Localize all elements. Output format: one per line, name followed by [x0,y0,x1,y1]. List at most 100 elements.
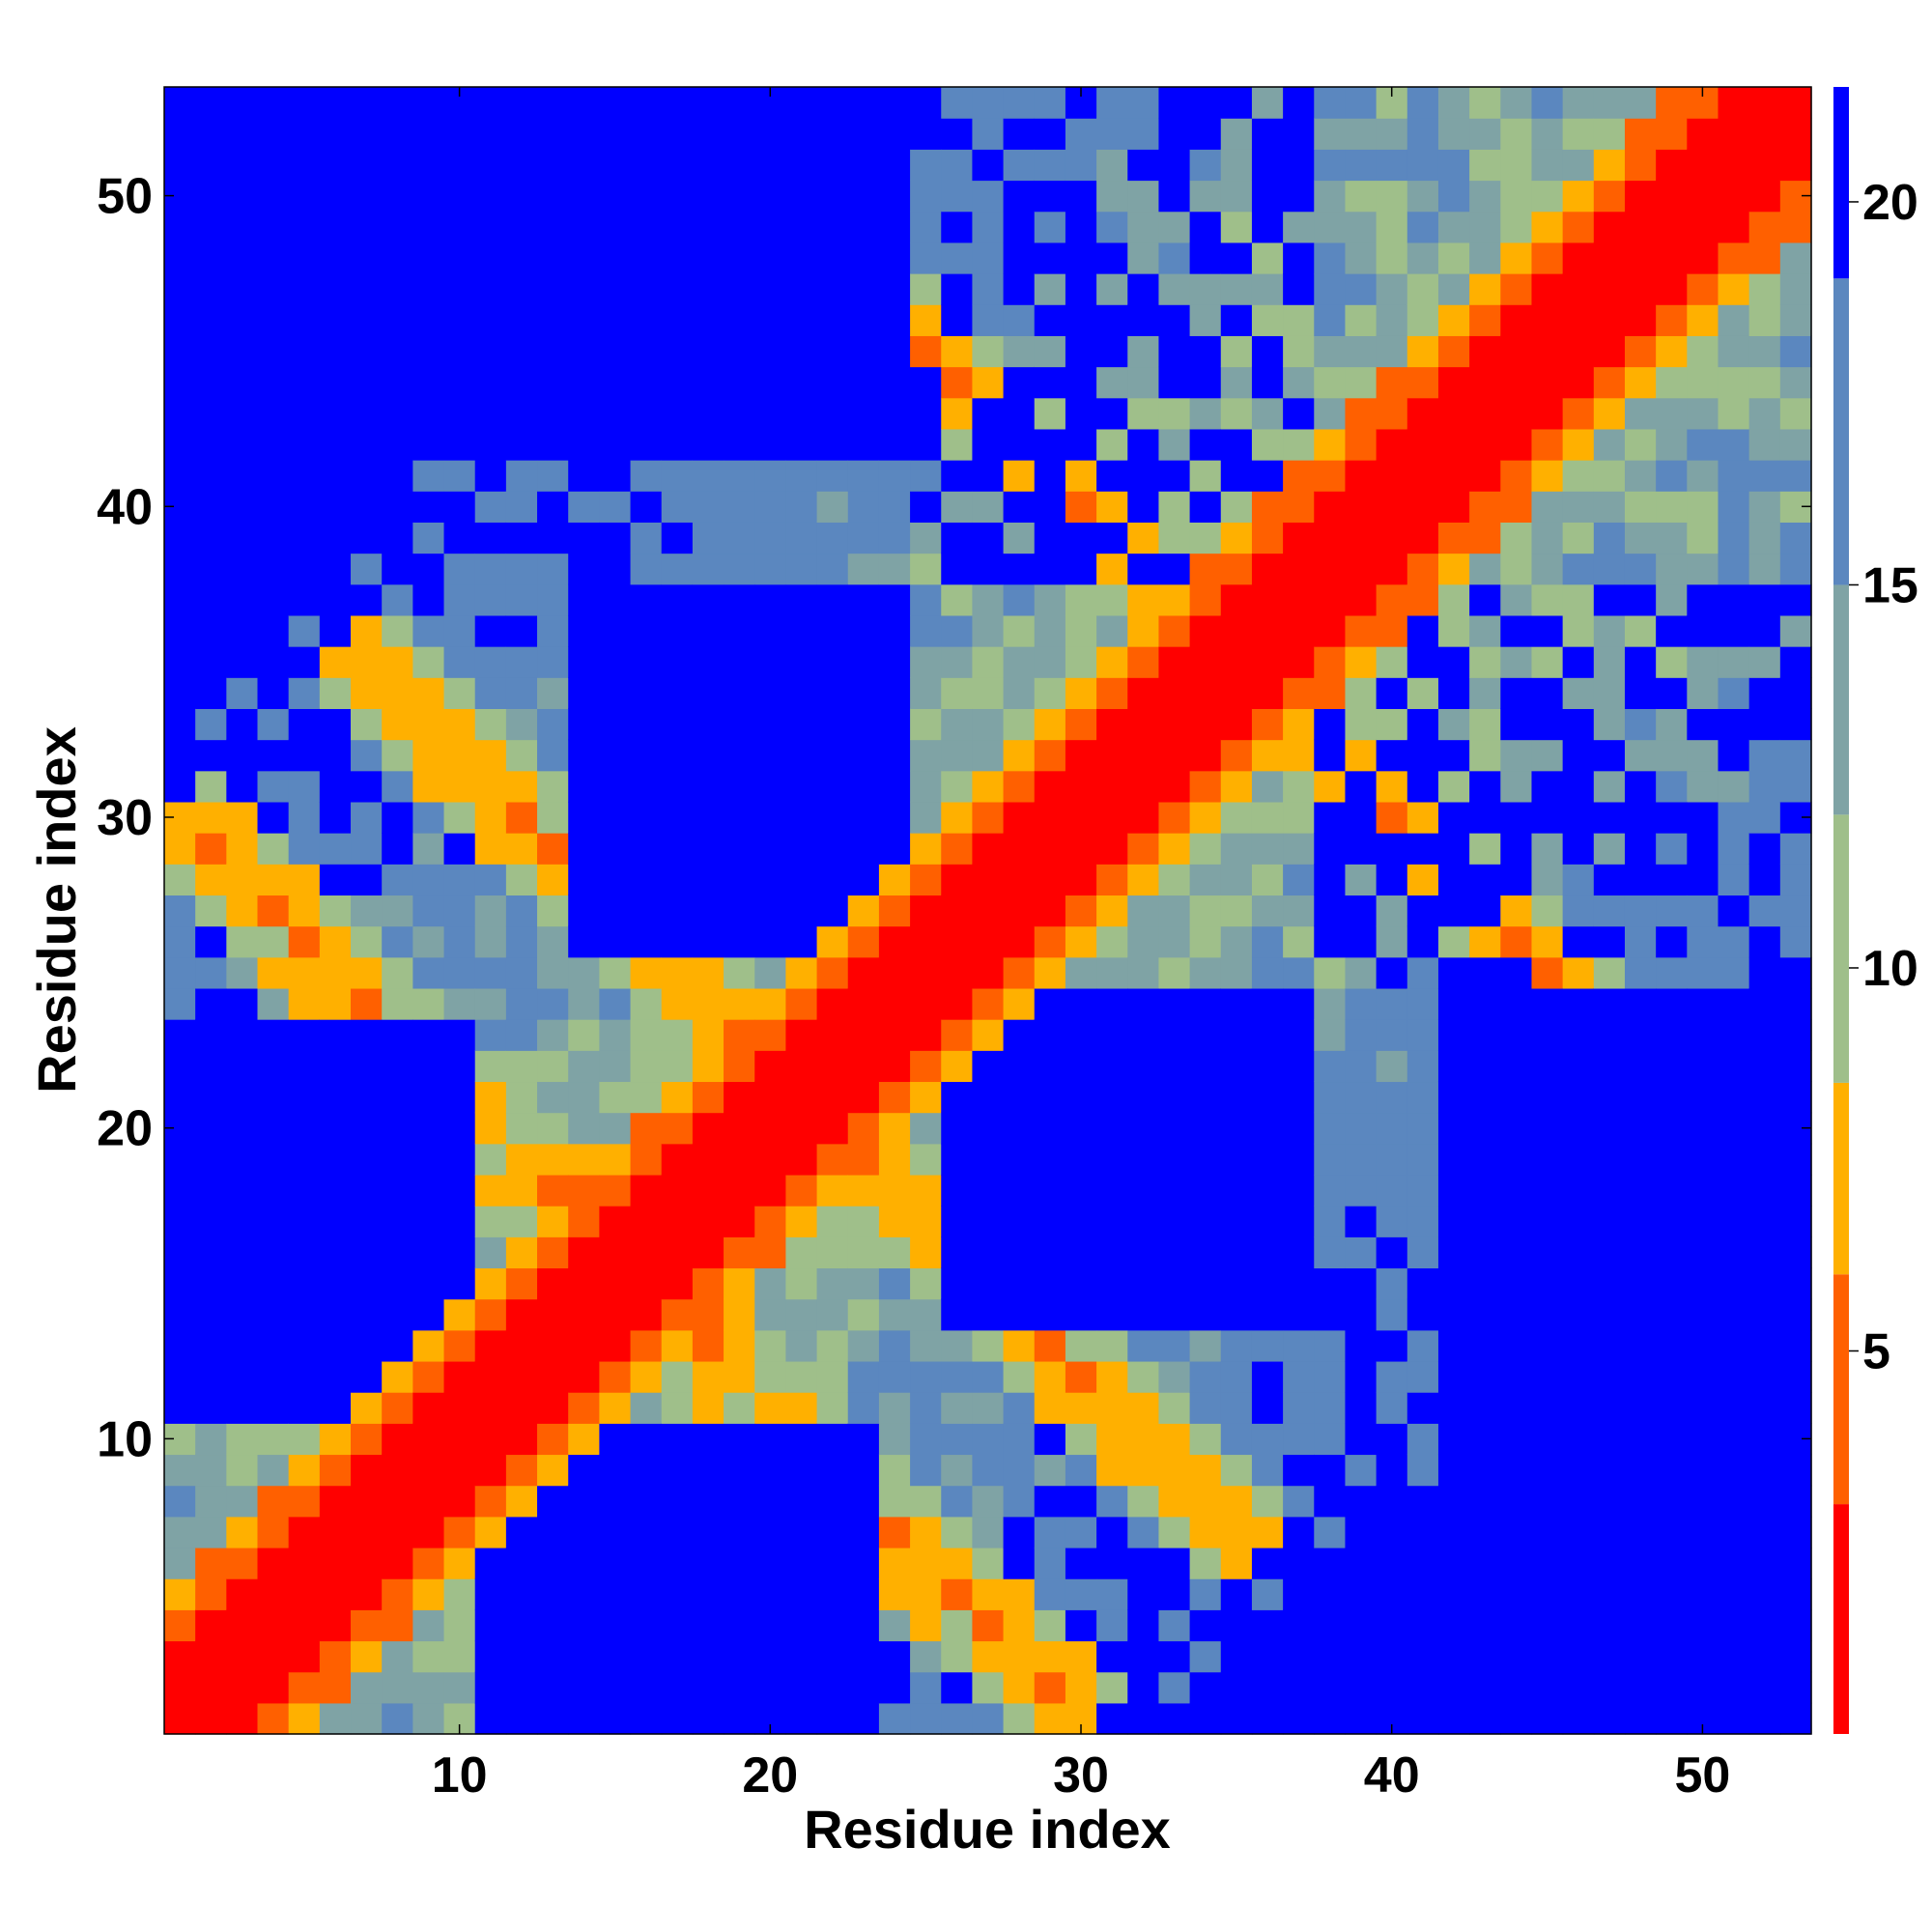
heatmap-cell [1283,1050,1315,1083]
heatmap-cell [1437,1702,1470,1735]
heatmap-cell [1220,242,1253,274]
heatmap-cell [1687,1236,1719,1269]
heatmap-cell [1718,1485,1750,1518]
heatmap-cell [1376,397,1408,430]
heatmap-cell [1469,335,1501,368]
heatmap-cell [1189,118,1222,150]
heatmap-cell [1065,242,1097,274]
heatmap-cell [1687,1423,1719,1456]
heatmap-cell [941,1609,974,1642]
heatmap-cell [288,1547,321,1579]
heatmap-cell [257,1454,290,1487]
heatmap-cell [1531,1547,1564,1579]
x-tick-label: 20 [742,1747,798,1804]
heatmap-cell [1096,118,1128,150]
heatmap-cell [1562,739,1595,772]
heatmap-cell [1624,1206,1657,1237]
heatmap-cell [382,1050,413,1083]
heatmap-cell [724,583,755,616]
heatmap-cell [226,1516,259,1548]
heatmap-cell [474,895,507,927]
heatmap-cell [382,1516,413,1548]
heatmap-cell [443,1485,476,1518]
heatmap-cell [1562,1671,1595,1704]
heatmap-cell [1748,553,1781,585]
heatmap-cell [474,987,507,1020]
heatmap-cell [195,1267,227,1300]
heatmap-cell [1718,1081,1750,1114]
heatmap-cell [1748,1423,1781,1456]
heatmap-cell [537,1174,569,1207]
heatmap-cell [972,180,1005,213]
heatmap-cell [1127,987,1160,1020]
heatmap-cell [1779,366,1812,399]
heatmap-cell [1034,87,1066,119]
heatmap-cell [474,1206,507,1237]
heatmap-cell [1376,211,1408,243]
heatmap-cell [226,1360,259,1393]
heatmap-cell [1748,1174,1781,1207]
heatmap-cell [1251,987,1284,1020]
heatmap-cell [1531,87,1564,119]
heatmap-cell [164,553,196,585]
heatmap-cell [941,149,974,182]
heatmap-cell [1065,460,1097,492]
heatmap-cell [1127,1485,1160,1518]
heatmap-cell [1624,864,1657,896]
heatmap-cell [351,366,383,399]
heatmap-cell [1593,553,1626,585]
heatmap-cell [1624,1671,1657,1704]
heatmap-cell [319,1174,352,1207]
heatmap-cell [630,956,663,989]
heatmap-cell [164,925,196,958]
heatmap-cell [1127,895,1160,927]
heatmap-cell [1748,335,1781,368]
heatmap-cell [878,87,911,119]
heatmap-cell [1003,1392,1036,1424]
heatmap-cell [1687,1174,1719,1207]
heatmap-cell [1127,1578,1160,1610]
heatmap-cell [382,460,413,492]
heatmap-cell [816,491,849,523]
heatmap-cell [1593,211,1626,243]
heatmap-cell [1158,1236,1191,1269]
heatmap-cell [1469,1547,1501,1579]
heatmap-cell [505,1547,538,1579]
heatmap-cell [195,864,227,896]
heatmap-cell [1437,491,1470,523]
heatmap-cell [1562,1329,1595,1362]
heatmap-cell [785,801,818,834]
heatmap-cell [1376,1143,1408,1176]
heatmap-cell [630,1516,663,1548]
heatmap-cell [754,708,786,741]
heatmap-cell [443,1298,476,1331]
heatmap-cell [351,87,383,119]
heatmap-cell [1593,1050,1626,1083]
heatmap-cell [630,1640,663,1673]
heatmap-cell [754,925,786,958]
heatmap-cell [1096,1609,1128,1642]
heatmap-cell [1003,1174,1036,1207]
heatmap-cell [754,180,786,213]
heatmap-cell [288,491,321,523]
heatmap-cell [754,1174,786,1207]
heatmap-cell [474,770,507,803]
heatmap-cell [1656,180,1688,213]
heatmap-cell [754,1454,786,1487]
heatmap-cell [382,770,413,803]
heatmap-cell [1003,1423,1036,1456]
heatmap-cell [1251,397,1284,430]
heatmap-cell [1034,1578,1066,1610]
heatmap-cell [288,460,321,492]
heatmap-cell [1406,864,1439,896]
heatmap-cell [724,460,755,492]
heatmap-cell [1034,1206,1066,1237]
heatmap-cell [1500,1143,1533,1176]
heatmap-cell [661,646,694,678]
heatmap-cell [288,708,321,741]
heatmap-cell [1251,242,1284,274]
heatmap-cell [474,833,507,865]
heatmap-cell [1314,1702,1347,1735]
heatmap-cell [847,1578,880,1610]
heatmap-cell [412,1081,445,1114]
